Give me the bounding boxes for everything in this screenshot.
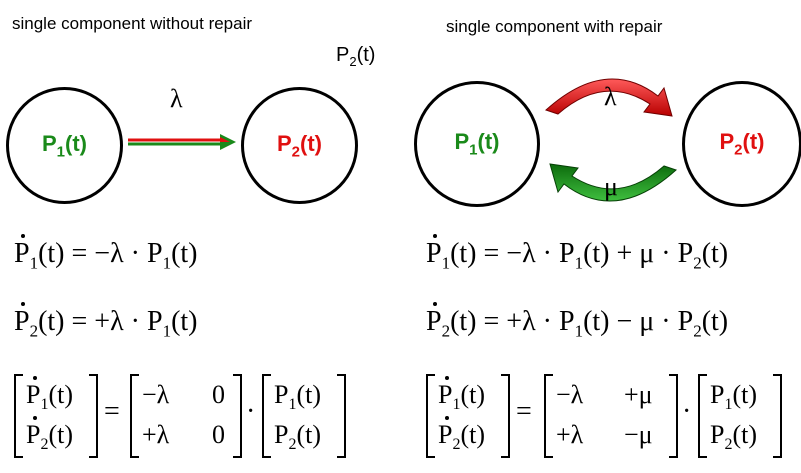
failure-rate-label-right: λ: [604, 82, 617, 111]
left-matrix-equals: =: [104, 396, 120, 427]
right-equation-2: P2(t) = +λ · P1(t) − μ · P2(t): [426, 302, 729, 341]
failure-rate-label-left: λ: [170, 84, 183, 113]
right-equation-1: P1(t) = −λ · P1(t) + μ · P2(t): [426, 234, 729, 273]
transition-arrow-left: [128, 134, 236, 150]
left-coefficient-matrix: −λ 0 +λ 0: [130, 374, 242, 458]
state-p2-node-right: P2(t): [682, 81, 801, 207]
state-p1-node-left: P1(t): [6, 87, 123, 204]
right-title: single component with repair: [446, 17, 663, 36]
state-p2-label-left: P2(t): [276, 130, 322, 161]
floating-p2-label: P2(t): [336, 44, 376, 69]
right-state-vector-derivative: P1(t) P2(t): [426, 374, 510, 458]
transition-arrows-right: [545, 78, 677, 202]
right-state-vector: P1(t) P2(t): [698, 374, 782, 458]
state-p1-label-left: P1(t): [41, 130, 87, 161]
right-coefficient-matrix: −λ +μ +λ −μ: [544, 374, 678, 458]
state-p1-label-right: P1(t): [454, 129, 500, 159]
left-equation-2: P2(t) = +λ · P1(t): [14, 302, 198, 341]
right-matrix-equals: =: [516, 396, 532, 427]
state-p1-node-right: P1(t): [414, 81, 540, 207]
state-p2-label-right: P2(t): [719, 129, 765, 159]
left-state-vector: P1(t) P2(t): [262, 374, 346, 458]
left-state-vector-derivative: P1(t) P2(t): [14, 374, 98, 458]
state-p2-node-left: P2(t): [241, 87, 358, 204]
left-title: single component without repair: [12, 14, 253, 33]
repair-rate-label-right: μ: [604, 172, 618, 201]
left-equation-1: P1(t) = −λ · P1(t): [14, 234, 198, 273]
right-matrix-dot: ·: [682, 396, 692, 427]
left-matrix-dot: ·: [246, 396, 256, 427]
